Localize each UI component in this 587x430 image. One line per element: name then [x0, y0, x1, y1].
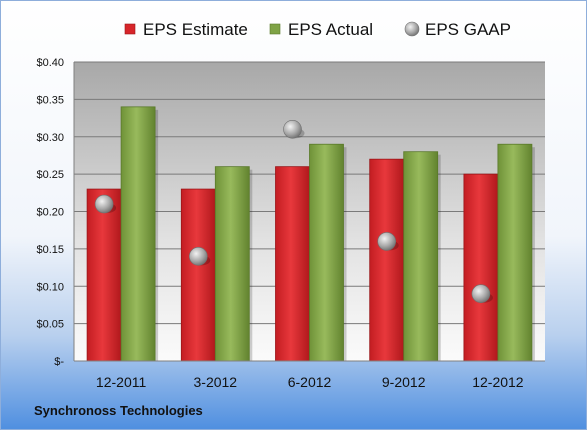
- bar-eps-actual: [120, 106, 156, 362]
- bar-eps-estimate: [275, 166, 310, 362]
- bar-eps-actual: [403, 151, 439, 362]
- bar-eps-estimate: [463, 173, 499, 362]
- legend-swatch: [124, 23, 136, 35]
- legend-label: EPS GAAP: [425, 20, 511, 39]
- marker-eps-gaap: [471, 284, 491, 304]
- y-tick-label: $0.10: [36, 281, 64, 293]
- marker-eps-gaap: [94, 194, 114, 214]
- company-label: Synchronoss Technologies: [34, 403, 203, 418]
- y-tick-label: $0.40: [36, 57, 64, 69]
- legend-label: EPS Estimate: [143, 20, 248, 39]
- bars: [86, 106, 535, 362]
- bar-eps-estimate: [86, 188, 122, 362]
- marker-eps-gaap: [189, 247, 208, 266]
- y-tick-label: $0.05: [36, 319, 64, 331]
- legend: EPS Estimate EPS Actual EPS GAAP: [124, 20, 511, 39]
- legend-swatch: [404, 21, 420, 37]
- gaap-markers: [94, 119, 493, 304]
- x-tick-label: 3-2012: [194, 374, 238, 390]
- marker-eps-gaap: [283, 119, 302, 139]
- y-tick-label: $-: [54, 356, 64, 368]
- legend-swatch: [269, 23, 281, 35]
- marker-eps-gaap: [377, 232, 397, 251]
- y-tick-label: $0.35: [36, 94, 64, 106]
- bar-eps-actual: [214, 166, 250, 362]
- x-tick-label: 12-2012: [472, 374, 524, 390]
- x-tick-label: 9-2012: [382, 374, 426, 390]
- bar-eps-actual: [309, 143, 344, 362]
- y-tick-label: $0.15: [36, 244, 64, 256]
- x-tick-label: 6-2012: [288, 374, 332, 390]
- y-tick-label: $0.30: [36, 132, 64, 144]
- y-tick-label: $0.25: [36, 169, 64, 181]
- y-tick-label: $0.20: [36, 207, 64, 219]
- bar-eps-estimate: [369, 158, 405, 362]
- legend-label: EPS Actual: [288, 20, 373, 39]
- bar-eps-estimate: [180, 188, 216, 362]
- axes: $- $0.05 $0.10 $0.15 $0.20 $0.25 $0.30 $0.35 $0.…: [36, 57, 545, 390]
- bar-eps-actual: [497, 143, 533, 362]
- x-tick-label: 12-2011: [96, 374, 147, 390]
